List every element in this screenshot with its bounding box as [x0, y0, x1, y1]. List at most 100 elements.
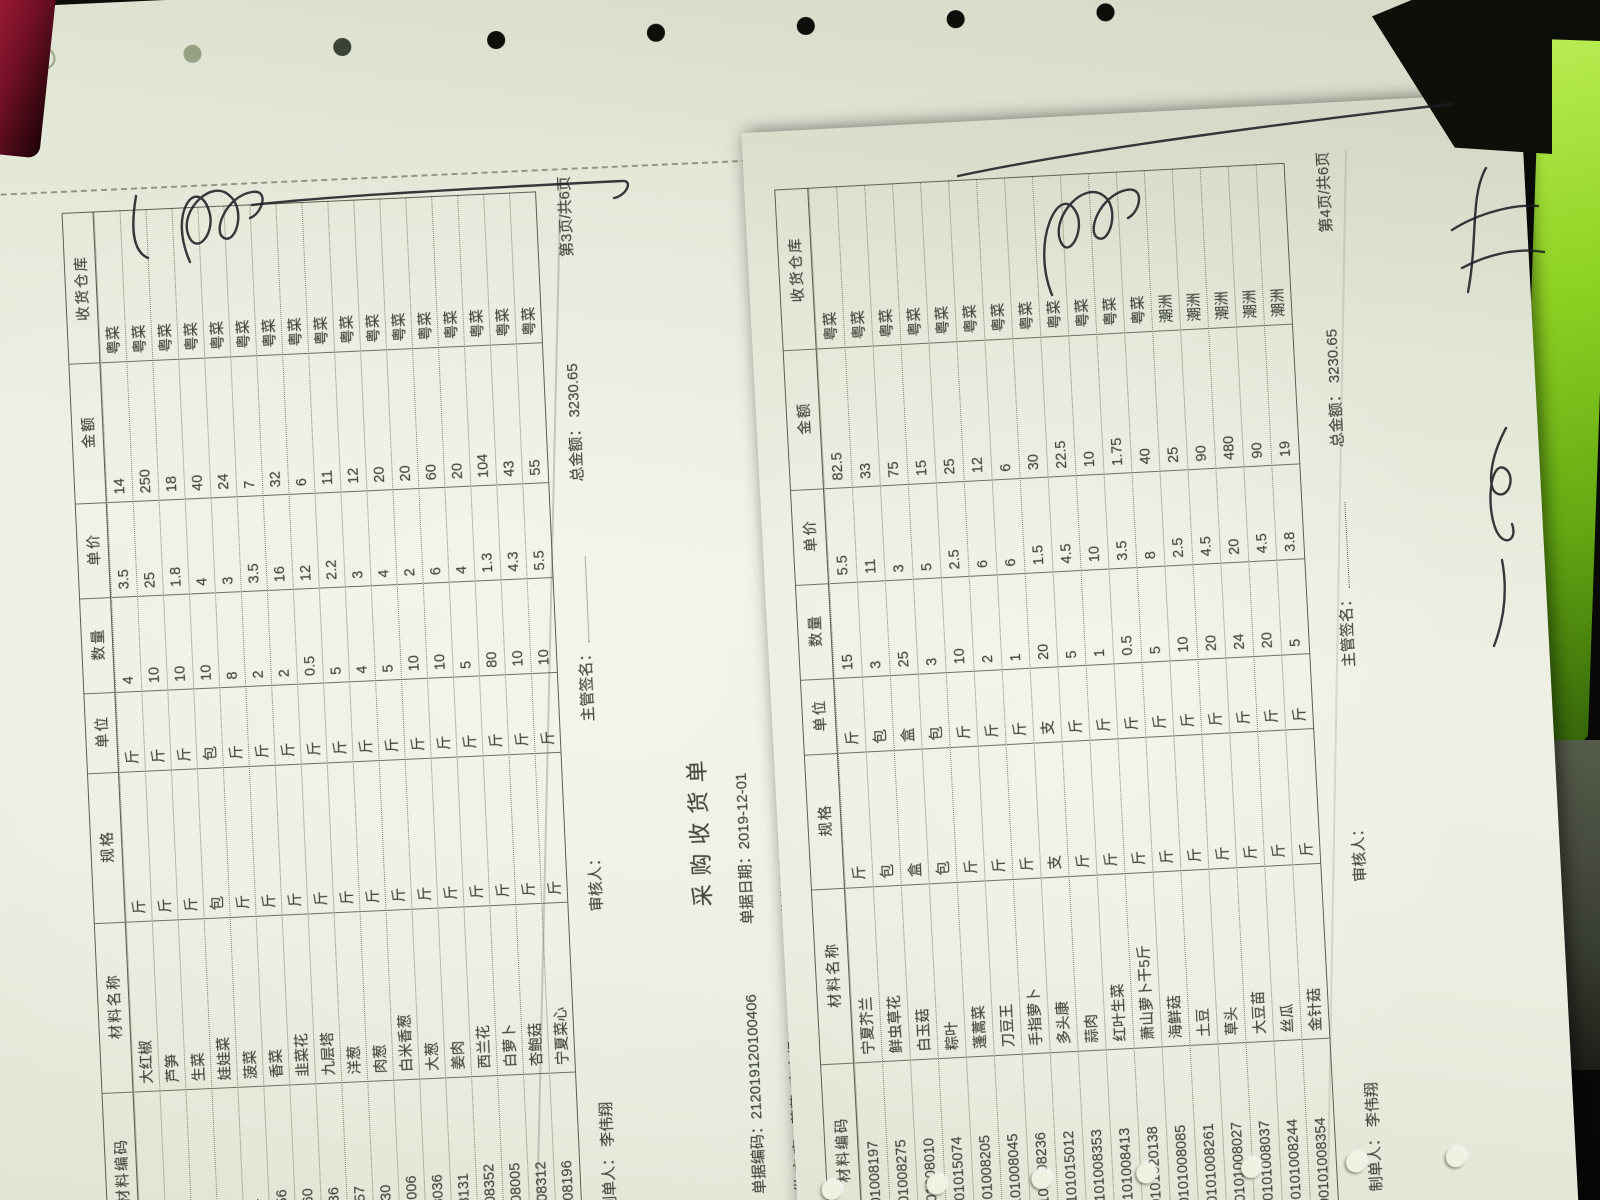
cell-qty: 1	[997, 572, 1030, 670]
preparer-name: 李伟翔	[597, 1101, 617, 1148]
perforation-hole	[946, 9, 966, 29]
cell-price: 4.5	[1048, 475, 1081, 572]
reviewer-field: 审核人：	[1346, 821, 1370, 882]
total-value: 3230.65	[563, 363, 584, 419]
cell-price: 3.5	[237, 495, 267, 592]
total-label: 总金额：	[1326, 386, 1347, 448]
cell-price: 5.5	[523, 482, 553, 579]
cell-unit: 斤	[376, 678, 405, 761]
supervisor-field: 主管签名：	[570, 556, 598, 722]
signature-line	[572, 556, 590, 643]
cell-unit: 斤	[479, 674, 509, 756]
cell-price: 4.5	[1244, 464, 1277, 562]
cell-qty: 2	[969, 574, 1002, 671]
cell-qty: 2	[241, 589, 272, 687]
cell-qty: 20	[1193, 562, 1226, 659]
cell-price: 1.3	[471, 484, 501, 581]
cell-price: 6	[992, 478, 1025, 575]
cell-qty: 10	[189, 592, 220, 689]
cell-unit: 盒	[890, 673, 922, 750]
cell-qty: 4	[345, 585, 376, 682]
perforation-hole	[183, 44, 202, 64]
cell-unit: 斤	[116, 690, 145, 772]
column-header: 单位	[84, 692, 118, 774]
column-header: 数量	[80, 597, 115, 694]
cell-qty: 5	[1277, 558, 1310, 655]
punch-hole-bump	[1345, 1151, 1367, 1173]
perforation-hole	[486, 30, 506, 50]
column-header: 单价	[75, 502, 111, 599]
cell-price: 1.8	[159, 498, 189, 595]
cell-qty: 10	[137, 594, 168, 691]
cell-material-code: 01008196	[550, 1071, 583, 1200]
doc-code-value: 212019120100406	[742, 993, 766, 1120]
cell-spec: 斤	[1286, 728, 1321, 865]
cell-unit: 斤	[220, 686, 249, 768]
cell-qty: 15	[829, 581, 862, 679]
cell-price: 16	[263, 493, 293, 590]
cell-qty: 4	[112, 595, 142, 692]
cell-price: 4.3	[497, 483, 527, 580]
cell-qty: 24	[1221, 561, 1254, 658]
column-header: 金额	[69, 362, 106, 504]
preparer-label: 制单人：	[1365, 1130, 1386, 1192]
perforation-hole	[332, 37, 352, 57]
cell-unit: 斤	[1282, 653, 1314, 730]
cell-unit: 斤	[1086, 663, 1118, 740]
cell-qty: 2	[267, 588, 298, 685]
cell-unit: 斤	[1198, 657, 1230, 734]
cell-price: 12	[289, 492, 319, 589]
cell-unit: 包	[918, 672, 950, 749]
cell-qty: 3	[913, 577, 946, 674]
cell-qty: 5	[1137, 565, 1170, 662]
sheet-page4: 材料编码 材料名称 规格 单位 数量 单价 金额 收货仓库 00101008197 宁夏芥兰 …	[741, 92, 1579, 1200]
cell-unit: 斤	[1142, 660, 1174, 737]
preparer-field: 制单人： 李伟翔	[1360, 1082, 1387, 1192]
column-header: 单价	[790, 488, 828, 585]
total-field: 总金额： 3230.65	[561, 363, 587, 482]
cell-price: 10	[1076, 473, 1109, 570]
cell-unit: 斤	[834, 676, 866, 753]
cell-unit: 斤	[246, 684, 275, 766]
cell-qty: 10	[941, 575, 974, 673]
cell-qty: 10	[423, 581, 453, 678]
cell-qty: 10	[397, 582, 427, 679]
cell-unit: 斤	[142, 689, 171, 771]
cell-price: 4	[367, 489, 397, 586]
cell-price: 5.5	[824, 486, 857, 584]
cell-price: 8	[1132, 470, 1165, 568]
cell-price: 25	[133, 499, 163, 596]
cell-unit: 斤	[1114, 661, 1146, 739]
column-header: 单位	[800, 678, 837, 755]
cell-price: 5	[908, 482, 941, 579]
page-number: 第4页/共6页	[1314, 151, 1336, 234]
doc-code-label: 单据编码：	[748, 1118, 769, 1195]
cell-unit: 斤	[453, 675, 483, 757]
cell-qty: 5	[371, 584, 402, 681]
cell-qty: 25	[885, 578, 918, 676]
cell-unit: 斤	[298, 682, 327, 764]
perforation-hole	[796, 16, 816, 36]
cell-qty: 10	[527, 577, 557, 674]
cell-price: 6	[419, 486, 449, 583]
page4-doc-title: 采购收货单	[683, 751, 716, 908]
cell-unit: 斤	[974, 669, 1006, 746]
page4-code-date-line: 单据编码：212019120100406 单据日期：2019-12-01	[721, 574, 770, 1194]
cell-unit: 斤	[946, 670, 978, 748]
cell-price: 3.8	[1272, 463, 1305, 560]
supervisor-label: 主管签名：	[576, 646, 598, 722]
page4-table: 材料编码 材料名称 规格 单位 数量 单价 金额 收货仓库 00101008197 宁夏芥兰 …	[774, 162, 1340, 1200]
cell-qty: 10	[1165, 564, 1198, 661]
cell-price: 4	[185, 497, 215, 594]
perforation-hole	[1096, 2, 1115, 22]
page-indicator: 第3页/共6页	[552, 176, 577, 258]
signature-line	[1332, 502, 1350, 589]
doc-date-value: 2019-12-01	[732, 772, 754, 850]
cell-price: 2.5	[1160, 469, 1193, 566]
cell-price: 20	[1216, 466, 1249, 563]
punch-hole-bump	[1445, 1146, 1467, 1168]
cell-price: 2.5	[936, 481, 969, 578]
cell-unit: 包	[194, 687, 223, 769]
